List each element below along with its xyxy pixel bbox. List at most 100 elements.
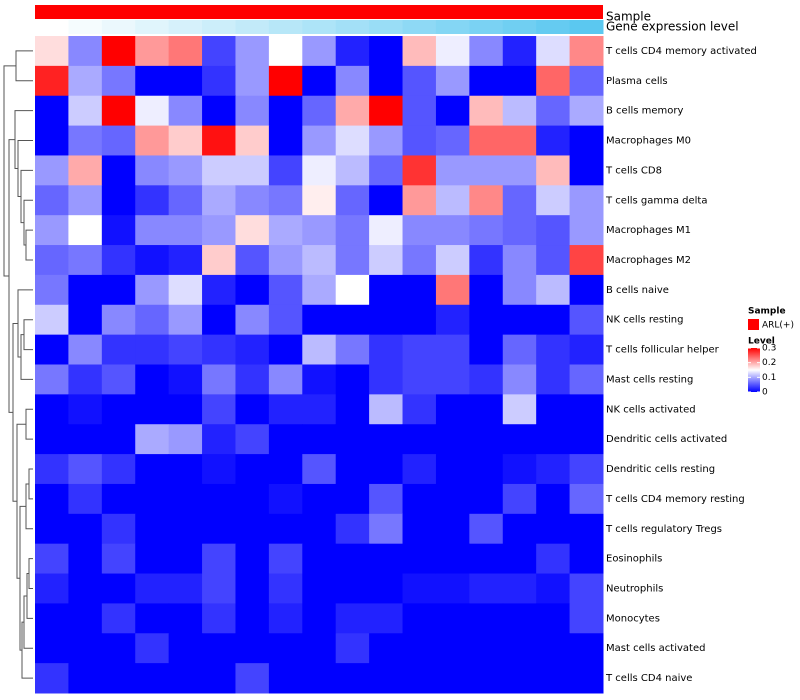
heatmap-cell	[302, 65, 337, 97]
heatmap-cell	[402, 185, 437, 216]
dendrogram-branch	[8, 139, 15, 413]
heatmap-cell	[202, 65, 236, 97]
heatmap-cell	[369, 245, 404, 276]
heatmap-cell	[168, 274, 203, 306]
heatmap-cell	[469, 633, 504, 664]
heatmap-cell	[101, 483, 136, 515]
heatmap-cell	[402, 274, 437, 306]
heatmap-cell	[202, 364, 236, 395]
heatmap-cell	[235, 274, 270, 306]
heatmap-cell	[101, 394, 136, 425]
expression-track-label: Gene expression level	[606, 20, 739, 34]
heatmap-cell	[369, 543, 404, 575]
heatmap-cell	[402, 394, 437, 425]
heatmap-cell	[68, 454, 103, 485]
heatmap-cell	[135, 573, 170, 604]
row-label: Plasma cells	[606, 76, 668, 87]
heatmap-cell	[569, 513, 604, 545]
heatmap-cell	[235, 364, 270, 395]
heatmap-cell	[268, 155, 303, 186]
heatmap-cell	[335, 543, 370, 575]
heatmap-cell	[168, 513, 203, 545]
heatmap-cell	[135, 185, 170, 216]
heatmap-cell	[369, 65, 404, 97]
heatmap-cell	[435, 513, 470, 545]
heatmap-cell	[569, 36, 604, 67]
heatmap-cell	[536, 663, 571, 694]
row-label: T cells gamma delta	[605, 195, 707, 206]
heatmap-cell	[101, 663, 136, 694]
heatmap-cell	[101, 215, 136, 246]
heatmap-cell	[135, 215, 170, 246]
heatmap-cell	[135, 65, 170, 97]
row-label: Neutrophils	[606, 583, 663, 594]
heatmap-cell	[268, 543, 303, 575]
heatmap-cell	[101, 185, 136, 216]
heatmap-cell	[502, 394, 537, 425]
heatmap-cell	[502, 215, 537, 246]
heatmap-cell	[569, 95, 604, 127]
heatmap-cell	[135, 125, 170, 156]
heatmap-cell	[68, 65, 103, 97]
dendrogram-branch	[3, 65, 16, 277]
expression-track-cell	[235, 20, 270, 34]
heatmap-cell	[569, 424, 604, 455]
heatmap-cell	[302, 245, 337, 276]
legend-sample-title: Sample	[748, 307, 786, 317]
heatmap-cell	[502, 304, 537, 336]
dendrogram-branch	[15, 50, 33, 82]
heatmap-cell	[135, 36, 170, 67]
dendrogram-branch	[20, 334, 33, 380]
heatmap-cell	[369, 334, 404, 365]
heatmap-cell	[268, 603, 303, 634]
heatmap-cell	[502, 334, 537, 365]
heatmap-cell	[536, 65, 571, 97]
heatmap-cell	[35, 543, 69, 575]
heatmap-cell	[135, 454, 170, 485]
heatmap-cell	[68, 185, 103, 216]
dendrogram-branch	[25, 229, 33, 261]
heatmap-cell	[435, 95, 470, 127]
expression-track-cell	[435, 20, 470, 34]
heatmap-cell	[435, 424, 470, 455]
dendrogram-branch	[28, 468, 33, 500]
heatmap-cell	[536, 125, 571, 156]
expression-track-cell	[101, 20, 136, 34]
row-label: T cells CD4 naive	[605, 673, 692, 684]
heatmap-cell	[135, 543, 170, 575]
row-label: B cells naive	[606, 285, 669, 296]
heatmap-cell	[101, 36, 136, 67]
heatmap-cell	[335, 334, 370, 365]
heatmap-cell	[369, 424, 404, 455]
heatmap-cell	[302, 155, 337, 186]
heatmap-cell	[502, 543, 537, 575]
heatmap-cell	[235, 65, 270, 97]
heatmap-cell	[168, 364, 203, 395]
heatmap-cell	[202, 454, 236, 485]
heatmap-cell	[536, 454, 571, 485]
heatmap-cell	[35, 334, 69, 365]
heatmap-cell	[569, 454, 604, 485]
heatmap-cell	[435, 215, 470, 246]
heatmap-cell	[469, 603, 504, 634]
heatmap-cell	[235, 36, 270, 67]
heatmap-cell	[536, 245, 571, 276]
heatmap-cell	[268, 663, 303, 694]
heatmap-cell	[268, 65, 303, 97]
heatmap-cell	[35, 424, 69, 455]
heatmap-cell	[268, 424, 303, 455]
heatmap-cell	[168, 334, 203, 365]
heatmap-cell	[369, 573, 404, 604]
heatmap-cell	[135, 663, 170, 694]
heatmap-cell	[68, 125, 103, 156]
expression-track-cell	[502, 20, 537, 34]
heatmap-cell	[536, 603, 571, 634]
heatmap-cell	[35, 573, 69, 604]
heatmap-cell	[469, 304, 504, 336]
heatmap-cell	[569, 394, 604, 425]
expression-track-cell	[135, 20, 170, 34]
heatmap-cell	[302, 424, 337, 455]
heatmap-cell	[302, 215, 337, 246]
row-label: T cells CD8	[605, 165, 662, 176]
row-labels: T cells CD4 memory activated Plasma cells…	[605, 46, 757, 684]
